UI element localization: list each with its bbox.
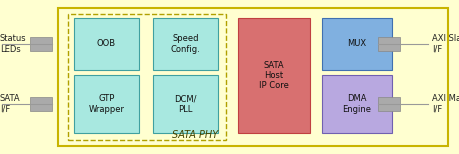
Text: SATA
I/F: SATA I/F: [0, 94, 21, 114]
Bar: [321, 75, 391, 133]
Bar: [153, 75, 218, 133]
Text: MUX: MUX: [347, 39, 366, 49]
Bar: [30, 97, 52, 111]
Text: AXI Master
I/F: AXI Master I/F: [431, 94, 459, 114]
Bar: [237, 18, 309, 133]
Bar: [377, 37, 399, 51]
Text: DMA
Engine: DMA Engine: [342, 94, 371, 114]
Text: DCM/
PLL: DCM/ PLL: [174, 94, 196, 114]
Text: SATA
Host
IP Core: SATA Host IP Core: [258, 61, 288, 90]
Bar: [74, 75, 139, 133]
Text: Speed
Config.: Speed Config.: [170, 34, 200, 54]
Bar: [58, 8, 447, 146]
Text: OOB: OOB: [97, 39, 116, 49]
Text: AXI Slave
I/F: AXI Slave I/F: [431, 34, 459, 54]
Bar: [74, 18, 139, 70]
Bar: [153, 18, 218, 70]
Bar: [377, 97, 399, 111]
Text: SATA PHY: SATA PHY: [172, 130, 218, 140]
Bar: [321, 18, 391, 70]
Bar: [30, 37, 52, 51]
Bar: [68, 14, 225, 140]
Text: Status
LEDs: Status LEDs: [0, 34, 27, 54]
Text: GTP
Wrapper: GTP Wrapper: [88, 94, 124, 114]
